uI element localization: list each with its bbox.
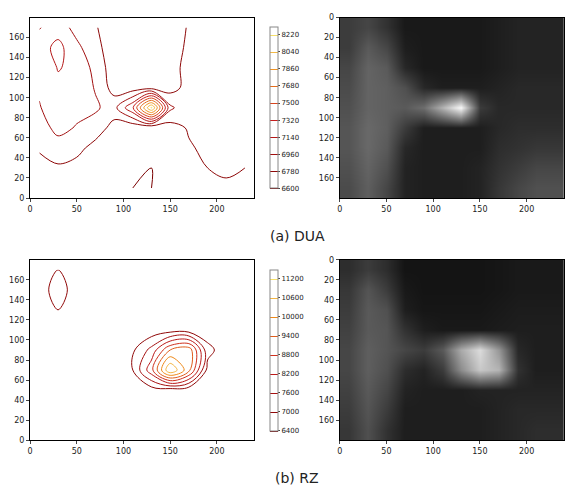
svg-text:8220: 8220 [281, 31, 299, 39]
svg-text:100: 100 [9, 336, 24, 345]
svg-text:7600: 7600 [281, 389, 299, 397]
svg-text:7320: 7320 [281, 117, 299, 125]
svg-text:100: 100 [319, 114, 334, 123]
svg-text:10000: 10000 [281, 313, 303, 321]
svg-text:40: 40 [14, 396, 24, 405]
svg-text:50: 50 [72, 447, 82, 456]
svg-text:0: 0 [329, 256, 334, 265]
svg-text:100: 100 [426, 447, 441, 456]
svg-text:6780: 6780 [281, 168, 299, 176]
svg-text:(a) DUA: (a) DUA [270, 228, 325, 244]
svg-text:150: 150 [472, 205, 487, 214]
svg-text:7680: 7680 [281, 82, 299, 90]
svg-text:160: 160 [319, 416, 334, 425]
svg-text:20: 20 [324, 276, 334, 285]
svg-text:140: 140 [319, 396, 334, 405]
svg-text:100: 100 [426, 205, 441, 214]
svg-text:100: 100 [116, 447, 131, 456]
svg-text:20: 20 [14, 416, 24, 425]
svg-text:150: 150 [163, 205, 178, 214]
svg-text:120: 120 [9, 73, 24, 82]
svg-text:0: 0 [27, 205, 32, 214]
svg-text:40: 40 [324, 296, 334, 305]
svg-text:6600: 6600 [281, 185, 299, 193]
svg-text:100: 100 [9, 94, 24, 103]
svg-text:160: 160 [319, 174, 334, 183]
svg-text:140: 140 [9, 53, 24, 62]
svg-text:0: 0 [337, 205, 342, 214]
svg-text:120: 120 [319, 376, 334, 385]
svg-text:0: 0 [329, 13, 334, 22]
svg-text:150: 150 [472, 447, 487, 456]
svg-text:200: 200 [519, 447, 534, 456]
svg-text:60: 60 [14, 134, 24, 143]
svg-text:140: 140 [319, 154, 334, 163]
svg-text:80: 80 [14, 114, 24, 123]
svg-text:160: 160 [9, 33, 24, 42]
svg-text:11200: 11200 [281, 275, 303, 283]
svg-text:60: 60 [324, 73, 334, 82]
svg-text:160: 160 [9, 276, 24, 285]
svg-text:7860: 7860 [281, 65, 299, 73]
svg-text:0: 0 [19, 194, 24, 203]
svg-text:50: 50 [381, 205, 391, 214]
svg-text:50: 50 [72, 205, 82, 214]
svg-text:150: 150 [163, 447, 178, 456]
svg-text:200: 200 [519, 205, 534, 214]
svg-text:60: 60 [14, 376, 24, 385]
svg-text:20: 20 [324, 33, 334, 42]
svg-text:100: 100 [319, 356, 334, 365]
svg-text:20: 20 [14, 174, 24, 183]
svg-text:6400: 6400 [281, 427, 299, 435]
svg-text:0: 0 [19, 436, 24, 445]
svg-text:8800: 8800 [281, 351, 299, 359]
svg-text:80: 80 [324, 336, 334, 345]
svg-text:200: 200 [209, 205, 224, 214]
svg-text:120: 120 [319, 134, 334, 143]
svg-text:10600: 10600 [281, 294, 303, 302]
svg-text:40: 40 [324, 53, 334, 62]
svg-text:7000: 7000 [281, 408, 299, 416]
svg-text:0: 0 [337, 447, 342, 456]
svg-text:100: 100 [116, 205, 131, 214]
svg-text:200: 200 [209, 447, 224, 456]
svg-text:120: 120 [9, 316, 24, 325]
svg-text:8040: 8040 [281, 48, 299, 56]
svg-text:80: 80 [14, 356, 24, 365]
svg-text:7140: 7140 [281, 134, 299, 142]
svg-text:8200: 8200 [281, 370, 299, 378]
svg-text:(b) RZ: (b) RZ [275, 470, 319, 486]
svg-text:6960: 6960 [281, 151, 299, 159]
svg-text:60: 60 [324, 316, 334, 325]
svg-text:80: 80 [324, 94, 334, 103]
svg-text:7500: 7500 [281, 99, 299, 107]
svg-text:9400: 9400 [281, 332, 299, 340]
svg-text:140: 140 [9, 296, 24, 305]
svg-text:50: 50 [381, 447, 391, 456]
svg-text:0: 0 [27, 447, 32, 456]
svg-text:40: 40 [14, 154, 24, 163]
